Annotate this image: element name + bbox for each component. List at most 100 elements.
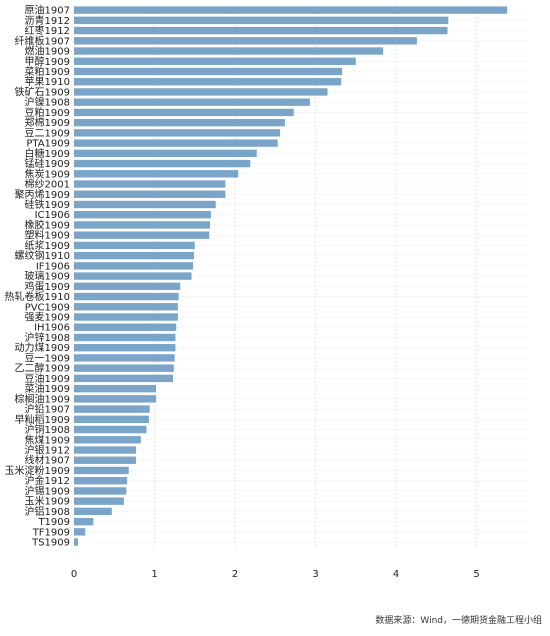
category-label: 玉米1909	[25, 495, 70, 508]
bar	[74, 37, 417, 45]
category-label: T1909	[37, 517, 70, 528]
bar	[74, 364, 174, 372]
bar	[74, 466, 129, 475]
bar	[74, 78, 342, 86]
x-tick-label: 1	[151, 569, 157, 580]
bar	[74, 251, 194, 260]
category-label: 红枣1912	[25, 24, 70, 37]
bar	[74, 405, 150, 413]
bar	[74, 26, 448, 35]
category-label: 铁矿石1909	[15, 85, 70, 98]
x-tick-label: 2	[232, 569, 238, 580]
category-label: 玻璃1909	[25, 270, 70, 283]
bar	[74, 149, 257, 158]
category-label: 乙二醇1909	[15, 362, 70, 375]
x-tick-labels: 0 1 2 3 4 5	[71, 569, 480, 580]
category-label: 豆二1909	[25, 127, 70, 139]
bar	[74, 139, 278, 147]
x-tick-label: 4	[393, 569, 399, 580]
bar	[74, 436, 141, 444]
category-label: 硅铁1909	[25, 198, 70, 211]
category-label: 动力煤1909	[15, 341, 70, 354]
category-label: TF1909	[32, 527, 70, 538]
bar	[74, 497, 124, 505]
bar	[74, 180, 226, 188]
category-label: 原油1907	[25, 4, 70, 17]
category-label: 燃油1909	[25, 45, 70, 58]
category-label: 早籼稻1909	[15, 413, 70, 426]
category-label: 热轧卷板1910	[5, 290, 70, 303]
category-label: 沪银1912	[25, 444, 70, 457]
bar	[74, 323, 177, 331]
bar	[74, 272, 192, 280]
category-label: 锰硅1909	[25, 157, 70, 170]
category-label: 郑棉1909	[25, 116, 70, 129]
bar	[74, 384, 157, 393]
category-label: IF1906	[36, 261, 70, 272]
category-label: 甲醇1909	[25, 55, 70, 68]
category-label: 白糖1909	[25, 147, 70, 160]
bar	[74, 395, 157, 403]
bar	[74, 241, 195, 250]
category-label: 线材1907	[25, 454, 70, 467]
bars-group	[74, 6, 508, 546]
category-label: 沪锌1908	[25, 331, 70, 344]
bar	[74, 47, 384, 55]
bar	[74, 231, 210, 239]
bar	[74, 313, 178, 321]
bar	[74, 88, 328, 96]
bar	[74, 16, 449, 25]
bar	[74, 211, 211, 219]
category-label: 纤维板1907	[15, 34, 70, 47]
bar	[74, 528, 86, 536]
category-labels: 原油1907沥青1912红枣1912纤维板1907燃油1909甲醇1909菜粕1…	[5, 4, 70, 549]
bar	[74, 507, 112, 516]
category-label: 棉纱2001	[25, 178, 70, 191]
category-label: 纸浆1909	[25, 239, 70, 252]
category-label: 玉米淀粉1909	[5, 464, 70, 477]
bar	[74, 190, 226, 198]
category-label: 塑料1909	[25, 229, 70, 242]
category-label: 沪锡1909	[25, 484, 70, 497]
category-label: 沪金1912	[25, 474, 70, 487]
bar	[74, 446, 136, 454]
category-label: IH1906	[34, 323, 70, 334]
category-label: 棕榈油1909	[15, 392, 70, 405]
bar	[74, 456, 136, 464]
bar	[74, 476, 128, 485]
category-label: 苹果1910	[25, 75, 70, 88]
category-label: PVC1909	[25, 302, 70, 313]
category-label: 沪铝1908	[25, 505, 70, 518]
bar	[74, 129, 281, 137]
bar	[74, 170, 239, 178]
category-label: 鸡蛋1909	[25, 280, 70, 293]
x-tick-label: 3	[312, 569, 318, 580]
category-label: 焦炭1909	[25, 167, 70, 180]
bar	[74, 538, 79, 546]
category-label: 沥青1912	[25, 14, 70, 27]
category-label: 聚丙烯1909	[15, 188, 70, 201]
bar	[74, 200, 216, 209]
bar	[74, 333, 176, 342]
bar	[74, 6, 508, 14]
category-label: 橡胶1909	[25, 218, 70, 231]
bar	[74, 221, 211, 229]
source-note: 数据来源：Wind，一德期货金融工程小组	[375, 616, 542, 626]
category-label: 沪镍1908	[25, 96, 70, 109]
bar	[74, 344, 176, 352]
bar	[74, 415, 149, 424]
bar	[74, 98, 310, 106]
bar	[74, 57, 356, 65]
category-label: 豆粕1909	[25, 106, 70, 119]
bar	[74, 425, 147, 434]
bar	[74, 262, 194, 270]
category-label: IC1906	[35, 210, 70, 221]
bar	[74, 282, 181, 291]
category-label: 菜油1909	[25, 382, 70, 395]
category-label: 螺纹钢1910	[15, 249, 70, 262]
bar	[74, 374, 174, 383]
category-label: 豆一1909	[25, 352, 70, 364]
x-tick-label: 5	[473, 569, 479, 580]
bar	[74, 487, 127, 495]
